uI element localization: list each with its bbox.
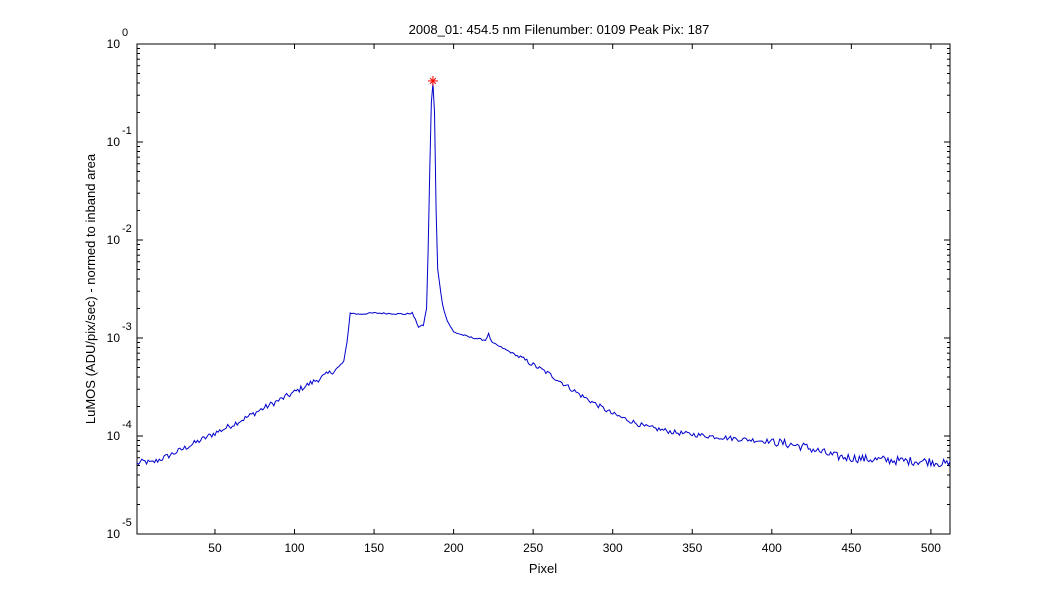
y-tick-exponent: -2 bbox=[122, 223, 132, 235]
x-tick-label: 300 bbox=[603, 541, 623, 555]
y-tick-base: 10 bbox=[107, 135, 121, 149]
x-tick-label: 150 bbox=[364, 541, 384, 555]
x-tick-label: 350 bbox=[682, 541, 702, 555]
y-tick-exponent: -5 bbox=[122, 517, 132, 529]
x-axis-label: Pixel bbox=[529, 561, 557, 576]
y-tick-base: 10 bbox=[107, 429, 121, 443]
series-layer bbox=[136, 75, 951, 468]
x-tick-label: 200 bbox=[444, 541, 464, 555]
y-tick-exponent: -4 bbox=[122, 419, 132, 431]
x-tick-label: 250 bbox=[523, 541, 543, 555]
series-line bbox=[136, 82, 951, 468]
chart-title: 2008_01: 454.5 nm Filenumber: 0109 Peak … bbox=[409, 22, 710, 37]
x-tick-label: 400 bbox=[762, 541, 782, 555]
y-tick-exponent: -3 bbox=[122, 321, 132, 333]
y-tick-base: 10 bbox=[107, 233, 121, 247]
x-tick-label: 450 bbox=[841, 541, 861, 555]
axis-ticks: 50 100 150 200 250 300 350 400 450 50010-510-410-… bbox=[107, 27, 950, 555]
y-tick-base: 10 bbox=[107, 527, 121, 541]
plot-area bbox=[136, 43, 951, 535]
peak-marker-stroke bbox=[429, 77, 437, 85]
y-tick-exponent: -1 bbox=[122, 125, 132, 137]
y-axis-label: LuMOS (ADU/pix/sec) - normed to inband a… bbox=[83, 153, 98, 424]
x-tick-label: 50 bbox=[208, 541, 222, 555]
x-tick-label: 100 bbox=[284, 541, 304, 555]
y-tick-base: 10 bbox=[107, 331, 121, 345]
peak-marker bbox=[427, 75, 438, 86]
y-tick-base: 10 bbox=[107, 37, 121, 51]
x-tick-label: 500 bbox=[921, 541, 941, 555]
y-tick-exponent: 0 bbox=[122, 27, 128, 39]
